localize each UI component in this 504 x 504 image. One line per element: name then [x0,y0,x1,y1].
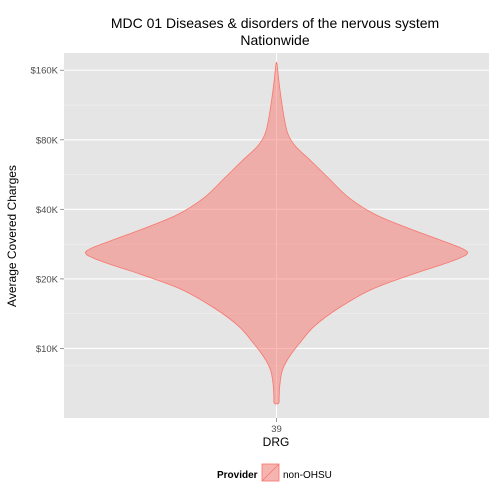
y-tick-label: $80K [36,135,59,146]
violin-non-ohsu [85,61,468,405]
x-tick-label: 39 [271,424,282,435]
legend-swatch-diagonal [261,463,280,482]
legend-entry-label: non-OHSU [283,470,332,481]
chart-title: MDC 01 Diseases & disorders of the nervo… [111,15,439,31]
y-tick-label: $20K [36,274,59,285]
y-tick-label: $160K [31,66,59,77]
y-axis-title: Average Covered Charges [5,165,19,307]
x-axis-ticks: 39 [271,418,282,435]
y-tick-label: $40K [36,205,59,216]
y-tick-label: $10K [36,344,59,355]
chart-subtitle: Nationwide [240,32,309,48]
y-axis-ticks: $10K $20K $40K $80K $160K [31,66,64,355]
legend: Provider non-OHSU [217,462,332,483]
legend-title: Provider [217,470,258,481]
violin-layer [85,61,468,405]
x-axis-title: DRG [263,435,290,449]
